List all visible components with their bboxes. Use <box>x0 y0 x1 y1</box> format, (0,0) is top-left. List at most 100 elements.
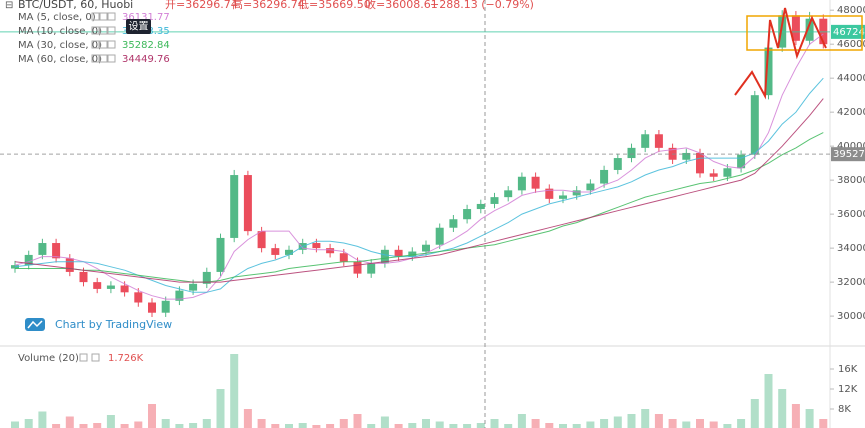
candle-body <box>600 169 609 184</box>
legend-icon <box>79 353 88 362</box>
volume-bar <box>339 419 348 428</box>
candle-body <box>120 285 129 293</box>
volume-bar <box>367 424 376 428</box>
legend-name: MA (10, close, 0) <box>18 26 102 37</box>
volume-bar <box>148 404 156 428</box>
volume-bar <box>819 419 828 428</box>
volume-bar <box>422 419 430 428</box>
volume-bar <box>517 414 526 428</box>
price-label-box <box>831 24 865 39</box>
legend-value: 36131.77 <box>122 12 170 23</box>
legend-icon <box>91 54 100 63</box>
candle-body <box>243 175 252 232</box>
candle-body <box>435 227 444 245</box>
tooltip-text: 设置 <box>129 21 149 33</box>
legend-icon <box>91 26 100 35</box>
ma-line <box>15 132 824 283</box>
candle-body <box>367 263 376 274</box>
volume-bar <box>65 416 74 428</box>
volume-bar <box>531 419 540 428</box>
candle-body <box>641 134 650 148</box>
change: −288.13 (−0.79%) <box>430 0 534 11</box>
y-tick-label: 12K <box>838 384 858 395</box>
volume-bar <box>257 419 266 428</box>
volume-bar <box>696 419 704 428</box>
volume-bar <box>312 425 321 428</box>
volume-bar <box>764 374 773 428</box>
volume-bar <box>285 424 293 428</box>
legend-icon <box>99 40 108 49</box>
volume-bar <box>545 423 554 428</box>
candle-body <box>11 265 19 269</box>
y-tick-label: 32000.00 <box>837 277 865 288</box>
candle-body <box>339 253 348 262</box>
legend-name: MA (30, close, 0) <box>18 40 102 51</box>
close: 收=36008.61 <box>365 0 438 11</box>
candle-body <box>148 302 156 313</box>
candle-body <box>312 243 321 249</box>
candle-body <box>504 190 513 198</box>
candle-body <box>79 271 88 283</box>
legend-icon <box>107 54 116 63</box>
candle-body <box>134 292 143 303</box>
candle-body <box>422 244 430 252</box>
drawing-box <box>746 15 863 51</box>
price-label: 46724.6 <box>833 27 865 38</box>
volume-bar <box>11 421 19 428</box>
legend-icon <box>91 12 100 21</box>
volume-bar <box>613 416 622 428</box>
legend-value: 34449.76 <box>122 54 170 65</box>
volume-bar <box>243 409 252 428</box>
volume-bar <box>120 424 129 428</box>
volume-bar <box>463 424 472 428</box>
candle-body <box>517 176 526 191</box>
volume-bar <box>175 424 184 428</box>
legend-icon <box>99 26 108 35</box>
candle-body <box>572 190 581 196</box>
candle-body <box>490 197 499 204</box>
volume-bar <box>750 399 759 428</box>
y-tick-label: 38000.00 <box>837 175 865 186</box>
volume-bar <box>380 416 389 428</box>
volume-bar <box>600 419 609 428</box>
volume-bar <box>189 423 198 428</box>
volume-bar <box>559 424 567 428</box>
watermark[interactable]: Chart by TradingView <box>25 318 172 331</box>
candle-body <box>654 134 663 148</box>
candle-body <box>38 243 47 255</box>
volume-bar <box>654 414 663 428</box>
candle-body <box>161 300 170 313</box>
volume-bar <box>723 424 732 428</box>
legend-icon <box>107 40 116 49</box>
low: 低=35669.50 <box>298 0 371 11</box>
y-tick-label: 44000.00 <box>837 73 865 84</box>
candle-body <box>257 231 266 249</box>
volume-bar <box>38 411 47 428</box>
legend-icon <box>91 40 100 49</box>
ma-line <box>14 77 824 293</box>
volume-bar <box>24 419 33 428</box>
tooltip-box <box>126 19 151 34</box>
candle-body <box>380 249 389 264</box>
candle-body <box>476 203 485 210</box>
volume-bar <box>586 421 595 428</box>
volume-bar <box>778 389 787 428</box>
volume-bar <box>668 419 677 428</box>
volume-bar <box>79 424 88 428</box>
candle-body <box>175 290 184 301</box>
candle-body <box>764 47 773 96</box>
candle-body <box>285 249 293 255</box>
legend-icon <box>99 54 108 63</box>
candle-body <box>271 248 280 255</box>
volume-bar <box>641 409 650 428</box>
volume-bar <box>271 424 280 428</box>
candle-body <box>791 15 800 41</box>
volume-bar <box>161 419 170 428</box>
candle-body <box>52 243 61 259</box>
volume-bar <box>134 421 143 428</box>
y-tick-label: 30000.00 <box>837 311 865 322</box>
candle-body <box>24 254 33 266</box>
candle-body <box>805 18 814 41</box>
